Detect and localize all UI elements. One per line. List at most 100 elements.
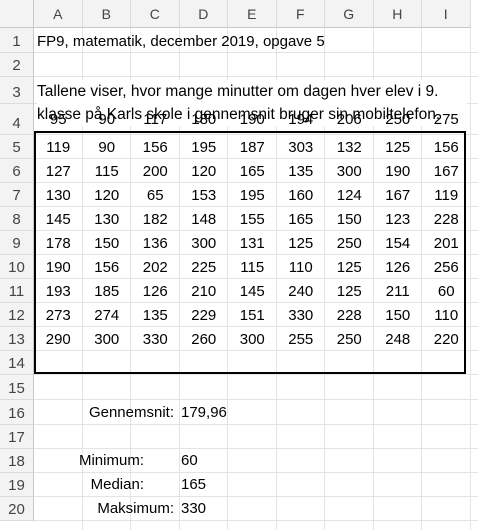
column-header[interactable]: E <box>228 0 277 28</box>
min-label[interactable]: Minimum: <box>78 452 144 469</box>
data-cell[interactable]: 136 <box>142 234 168 252</box>
data-cell[interactable]: 156 <box>94 258 120 276</box>
data-cell[interactable]: 60 <box>437 282 455 300</box>
data-cell[interactable]: 148 <box>191 210 217 228</box>
data-cell[interactable]: 167 <box>385 186 411 204</box>
row-header[interactable]: 20 <box>0 497 34 521</box>
row-header[interactable]: 4 <box>0 104 34 135</box>
data-cell[interactable]: 193 <box>45 282 71 300</box>
data-cell[interactable]: 167 <box>433 162 459 180</box>
data-cell[interactable]: 255 <box>288 330 314 348</box>
data-cell[interactable]: 180 <box>191 111 217 128</box>
data-cell[interactable]: 228 <box>336 306 362 324</box>
row-header[interactable]: 10 <box>0 255 34 279</box>
column-header[interactable]: F <box>276 0 325 28</box>
data-cell[interactable]: 165 <box>239 162 265 180</box>
row-header[interactable]: 14 <box>0 351 34 375</box>
row-header[interactable]: 15 <box>0 375 34 400</box>
column-header[interactable]: D <box>179 0 228 28</box>
data-cell[interactable]: 117 <box>143 111 168 128</box>
data-cell[interactable]: 150 <box>336 210 362 228</box>
row-header[interactable]: 13 <box>0 327 34 351</box>
data-cell[interactable]: 303 <box>288 138 314 156</box>
data-cell[interactable]: 155 <box>239 210 265 228</box>
data-cell[interactable]: 124 <box>336 186 362 204</box>
data-cell[interactable]: 125 <box>385 138 411 156</box>
row-header[interactable]: 1 <box>0 28 34 53</box>
data-cell[interactable]: 126 <box>385 258 411 276</box>
data-cell[interactable]: 150 <box>385 306 411 324</box>
data-cell[interactable]: 250 <box>385 111 411 128</box>
row-header[interactable]: 7 <box>0 183 34 207</box>
column-header[interactable]: B <box>82 0 131 28</box>
row-header[interactable]: 5 <box>0 135 34 159</box>
data-cell[interactable]: 154 <box>385 234 411 252</box>
data-cell[interactable]: 330 <box>142 330 168 348</box>
mean-label[interactable]: Gennemsnit: <box>88 404 174 421</box>
description-cell[interactable]: Tallene viser, hvor mange minutter om da… <box>37 80 467 126</box>
data-cell[interactable]: 190 <box>385 162 411 180</box>
data-cell[interactable]: 120 <box>191 162 217 180</box>
data-cell[interactable]: 190 <box>45 258 71 276</box>
mean-value[interactable]: 179,96 <box>181 404 227 421</box>
data-cell[interactable]: 190 <box>239 111 265 128</box>
data-cell[interactable]: 130 <box>94 210 120 228</box>
data-cell[interactable]: 145 <box>45 210 71 228</box>
data-cell[interactable]: 260 <box>191 330 217 348</box>
data-cell[interactable]: 275 <box>433 111 459 128</box>
data-cell[interactable]: 156 <box>433 138 459 156</box>
data-cell[interactable]: 150 <box>94 234 120 252</box>
data-cell[interactable]: 115 <box>94 162 119 180</box>
data-cell[interactable]: 330 <box>288 306 314 324</box>
data-cell[interactable]: 274 <box>94 306 120 324</box>
data-cell[interactable]: 125 <box>288 234 314 252</box>
data-cell[interactable]: 195 <box>239 186 265 204</box>
data-cell[interactable]: 229 <box>191 306 217 324</box>
data-cell[interactable]: 135 <box>142 306 168 324</box>
data-cell[interactable]: 125 <box>336 258 362 276</box>
data-cell[interactable]: 95 <box>49 111 67 128</box>
data-cell[interactable]: 300 <box>191 234 217 252</box>
max-value[interactable]: 330 <box>181 500 207 517</box>
data-cell[interactable]: 115 <box>240 258 265 276</box>
data-cell[interactable]: 202 <box>142 258 168 276</box>
data-cell[interactable]: 160 <box>288 186 314 204</box>
data-cell[interactable]: 131 <box>239 234 265 252</box>
data-cell[interactable]: 182 <box>142 210 168 228</box>
min-value[interactable]: 60 <box>181 452 198 469</box>
column-header[interactable]: G <box>325 0 374 28</box>
data-cell[interactable]: 256 <box>433 258 459 276</box>
data-cell[interactable]: 211 <box>385 282 410 300</box>
data-cell[interactable]: 65 <box>146 186 164 204</box>
data-cell[interactable]: 201 <box>433 234 459 252</box>
row-header[interactable]: 2 <box>0 53 34 77</box>
data-cell[interactable]: 125 <box>336 282 362 300</box>
data-cell[interactable]: 300 <box>239 330 265 348</box>
data-cell[interactable]: 200 <box>142 162 168 180</box>
row-header[interactable]: 9 <box>0 231 34 255</box>
data-cell[interactable]: 300 <box>336 162 362 180</box>
title-cell[interactable]: FP9, matematik, december 2019, opgave 5 <box>37 32 325 50</box>
data-cell[interactable]: 250 <box>336 330 362 348</box>
row-header[interactable]: 19 <box>0 473 34 497</box>
data-cell[interactable]: 206 <box>336 111 362 128</box>
median-label[interactable]: Median: <box>90 476 144 493</box>
row-header[interactable]: 12 <box>0 303 34 327</box>
data-cell[interactable]: 90 <box>98 138 116 156</box>
row-header[interactable]: 16 <box>0 400 34 425</box>
row-header[interactable]: 8 <box>0 207 34 231</box>
data-cell[interactable]: 119 <box>46 138 71 156</box>
data-cell[interactable]: 130 <box>45 186 71 204</box>
data-cell[interactable]: 228 <box>433 210 459 228</box>
data-cell[interactable]: 185 <box>94 282 120 300</box>
max-label[interactable]: Maksimum: <box>97 500 174 517</box>
data-cell[interactable]: 187 <box>239 138 265 156</box>
data-cell[interactable]: 110 <box>288 258 313 276</box>
data-cell[interactable]: 119 <box>434 186 459 204</box>
data-cell[interactable]: 145 <box>239 282 265 300</box>
data-cell[interactable]: 132 <box>336 138 362 156</box>
data-cell[interactable]: 240 <box>288 282 314 300</box>
data-cell[interactable]: 123 <box>385 210 411 228</box>
data-cell[interactable]: 120 <box>94 186 120 204</box>
